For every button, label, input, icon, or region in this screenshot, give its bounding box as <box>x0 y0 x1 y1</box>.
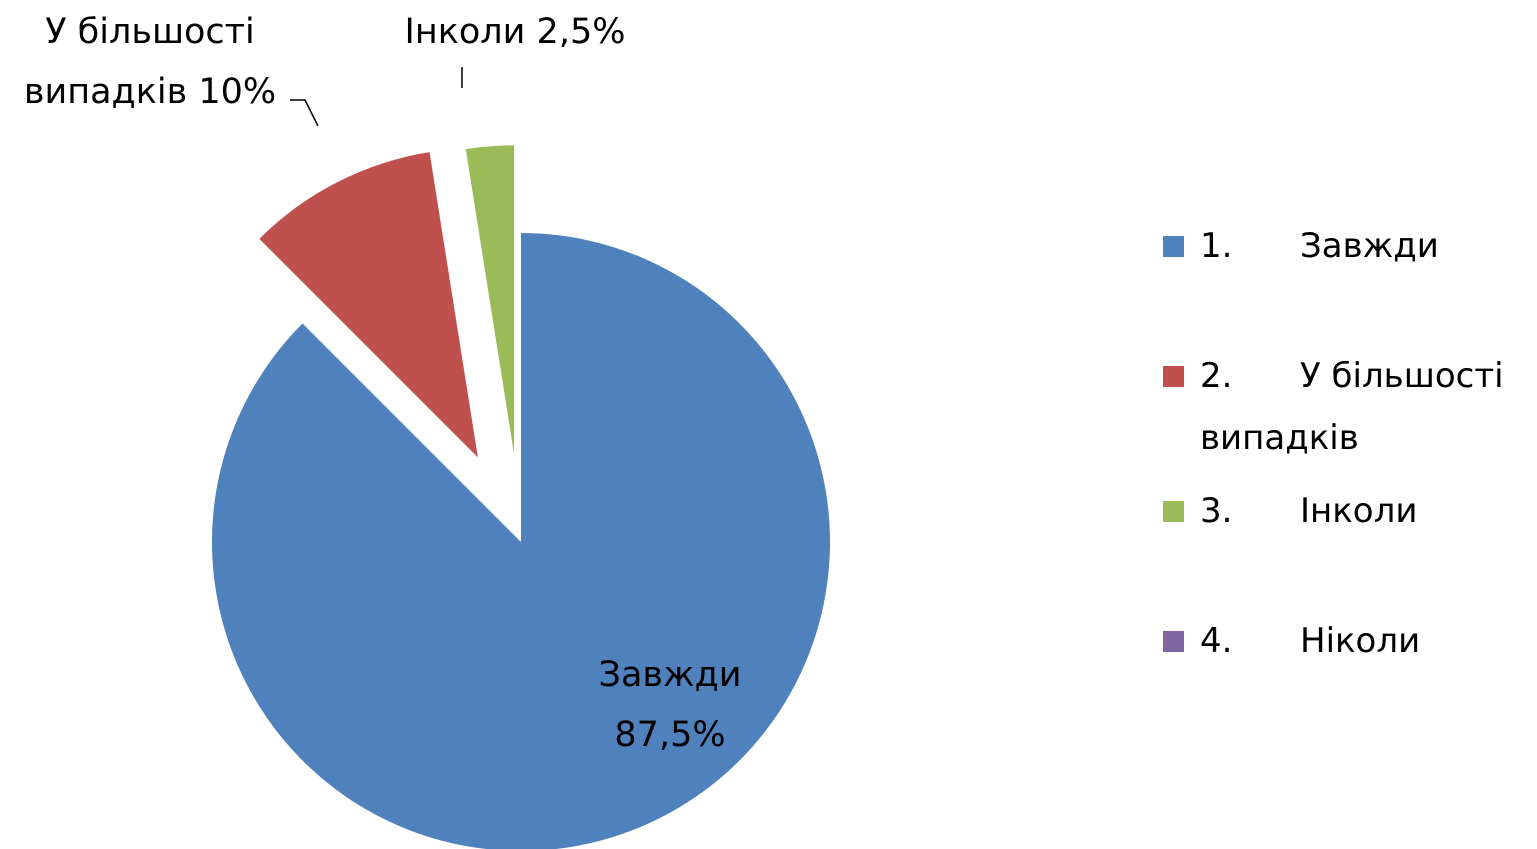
data-label: У більшості випадків 10% <box>0 2 300 122</box>
value-label: 10% <box>198 72 277 112</box>
legend-swatch <box>1163 631 1184 652</box>
legend-swatch <box>1163 366 1184 387</box>
data-label: Завжди 87,5% <box>560 645 780 765</box>
pie-slice <box>465 145 515 455</box>
legend-swatch <box>1163 501 1184 522</box>
legend-item: 4. Ніколи <box>1163 610 1530 672</box>
legend-text: 2. У більшості випадків <box>1200 356 1515 458</box>
label-name: Завжди <box>598 655 742 695</box>
legend-item: 3. Інколи <box>1163 480 1530 542</box>
pie-slice <box>259 152 478 458</box>
leader-line <box>290 99 319 127</box>
legend-text: 4. Ніколи <box>1200 621 1421 661</box>
legend-text: 3. Інколи <box>1200 491 1418 531</box>
label-name: У більшості випадків <box>23 12 255 112</box>
data-label: Інколи 2,5% <box>380 2 650 62</box>
legend-swatch <box>1163 236 1184 257</box>
label-name: Інколи <box>404 12 526 52</box>
legend-item: 2. У більшості випадків <box>1163 345 1530 469</box>
legend-text: 1. Завжди <box>1200 226 1439 266</box>
legend-item: 1. Завжди <box>1163 215 1530 277</box>
value-label: 2,5% <box>536 12 626 52</box>
pie-slice <box>212 233 830 849</box>
value-label: 87,5% <box>614 715 726 755</box>
